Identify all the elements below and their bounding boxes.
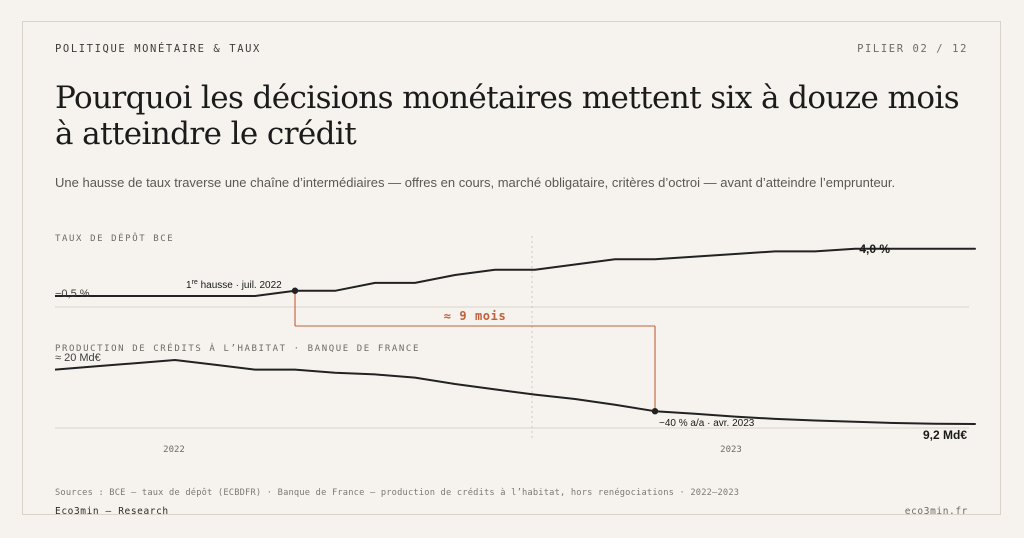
card-frame — [22, 21, 1001, 515]
rate-series-points — [55, 249, 975, 296]
credit-end-label: 9,2 Md€ — [923, 428, 967, 442]
rate-event-marker — [291, 287, 299, 294]
page-subtitle: Une hausse de taux traverse une chaîne d… — [55, 175, 896, 190]
page-title: Pourquoi les décisions monétaires metten… — [55, 80, 960, 152]
lag-label-bg — [441, 308, 509, 323]
section-kicker: POLITIQUE MONÉTAIRE & TAUX — [55, 43, 261, 55]
x-tick-2023: 2023 — [720, 445, 742, 455]
panel-label-rate: TAUX DE DÉPÔT BCE — [55, 232, 174, 244]
rate-end-label: 4,0 % — [859, 242, 890, 256]
panel-label-credit: PRODUCTION DE CRÉDITS À L’HABITAT · BANQ… — [55, 342, 420, 354]
credit-event-label: −40 % a/a · avr. 2023 — [659, 418, 755, 429]
rate-event-suffix: hausse · juil. 2022 — [198, 280, 282, 291]
footer-site: eco3min.fr — [904, 506, 968, 517]
credit-series-line — [54, 359, 976, 425]
footer-sources: Sources : BCE — taux de dépôt (ECBDFR) ·… — [55, 488, 740, 498]
credit-start-label: ≈ 20 Md€ — [55, 352, 101, 364]
credit-event-marker — [651, 408, 659, 415]
rate-event-prefix: 1 — [186, 280, 192, 291]
footer-brand: Eco3min — Research — [55, 506, 169, 517]
page-indicator: PILIER 02 / 12 — [857, 43, 968, 55]
rate-start-label: −0,5 % — [55, 288, 90, 300]
lag-label: ≈ 9 mois — [444, 309, 507, 323]
rate-series-line — [55, 247, 976, 297]
rate-event-sup: re — [192, 279, 198, 286]
rate-event-label: 1re hausse · juil. 2022 — [186, 279, 282, 291]
lag-bracket: ≈ 9 mois — [294, 290, 656, 412]
x-tick-2022: 2022 — [163, 445, 185, 455]
